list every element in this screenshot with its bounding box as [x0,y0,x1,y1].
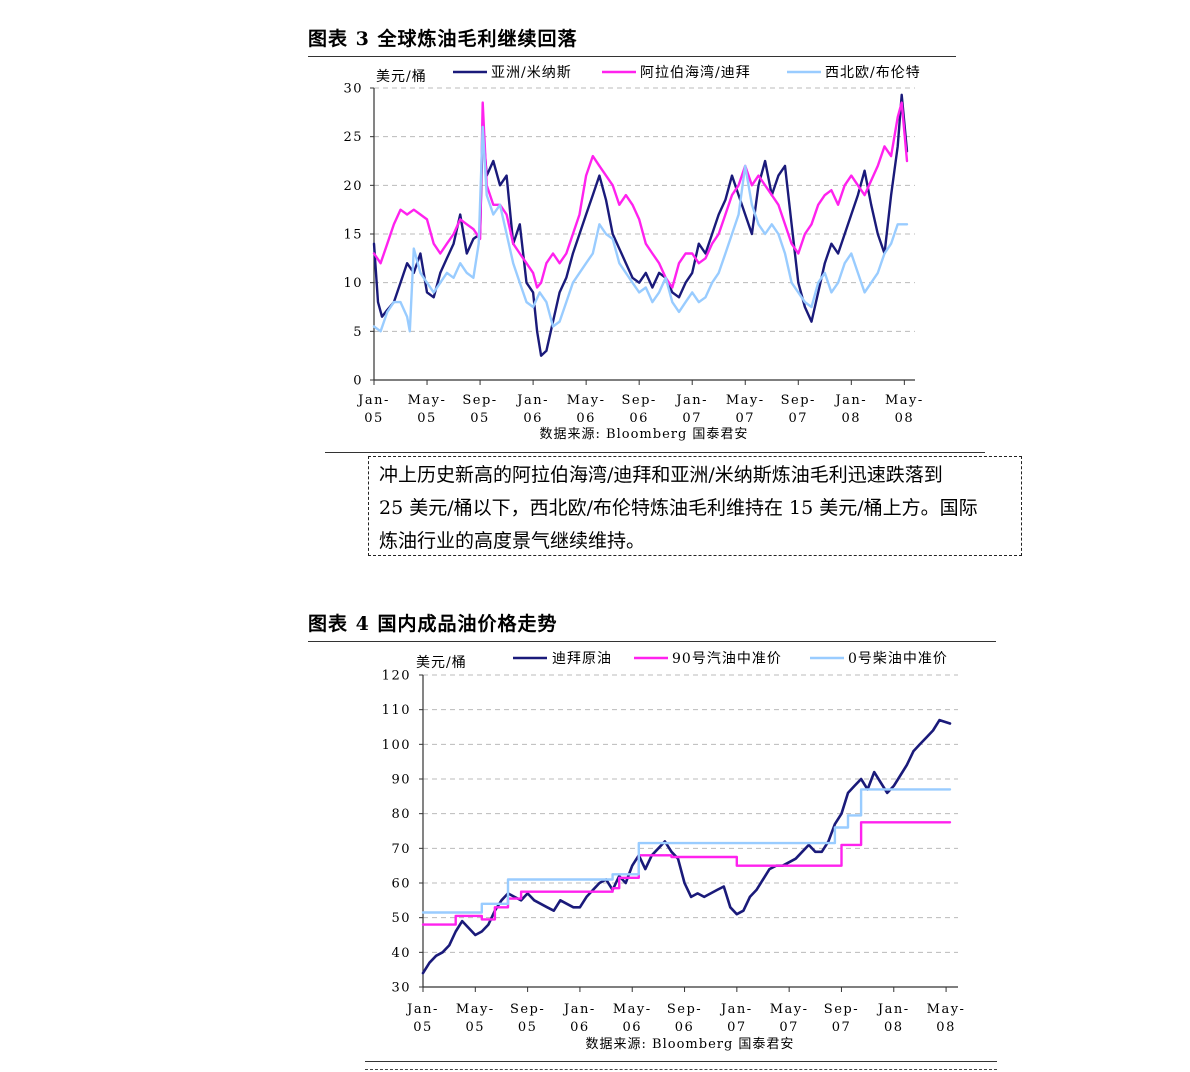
x-tick-label-year: 07 [682,411,702,426]
y-axis-unit-label: 美元/桶 [416,655,467,671]
commentary-line-3: 炼油行业的高度景气继续维持。 [379,530,646,552]
x-tick-label-year: 06 [675,1020,695,1035]
y-tick-label: 90 [391,773,411,788]
x-tick-label-year: 08 [842,411,862,426]
x-tick-label-year: 07 [789,411,809,426]
x-tick-label-month: Jan- [876,1002,910,1017]
x-tick-label-month: Sep- [622,393,657,408]
x-tick-label-year: 05 [413,1020,433,1035]
legend-label-1: 迪拜原油 [552,651,612,667]
x-tick-label-year: 06 [523,411,543,426]
x-tick-label-month: May- [726,393,765,408]
series-line-2 [372,101,909,289]
figure3-bottom-rule [325,452,985,453]
x-tick-label-year: 05 [466,1020,486,1035]
x-tick-label-month: Sep- [462,393,497,408]
x-tick-label-month: Jan- [356,393,390,408]
x-tick-label-year: 06 [622,1020,642,1035]
chart3: 051015202530Jan-05May-05Sep-05Jan-06May-… [343,64,924,442]
x-tick-label-year: 08 [936,1020,956,1035]
series-line-1 [372,93,909,357]
figure4-bottom-rule-dashed [365,1069,997,1070]
y-tick-label: 80 [391,807,411,822]
x-tick-label-month: May- [408,393,447,408]
x-tick-label-month: Jan- [515,393,549,408]
x-tick-label-year: 05 [364,411,384,426]
figure3-top-rule [308,56,956,57]
y-tick-label: 0 [353,374,363,389]
legend-label-3: 西北欧/布伦特 [825,65,921,81]
y-tick-label: 25 [343,130,363,145]
x-tick-label-year: 05 [470,411,490,426]
y-tick-label: 30 [391,981,411,996]
x-tick-label-month: May- [885,393,924,408]
commentary-box: 冲上历史新高的阿拉伯海湾/迪拜和亚洲/米纳斯炼油毛利迅速跌落到 25 美元/桶以… [368,456,1022,556]
x-tick-label-month: May- [567,393,606,408]
y-tick-label: 20 [343,179,363,194]
x-tick-label-month: May- [456,1002,495,1017]
series-line-2 [421,821,952,926]
legend-label-3: 0号柴油中准价 [848,651,948,667]
legend-label-2: 90号汽油中准价 [672,651,782,667]
y-tick-label: 120 [382,669,411,684]
commentary-line-1: 冲上历史新高的阿拉伯海湾/迪拜和亚洲/米纳斯炼油毛利迅速跌落到 [379,464,943,486]
x-tick-label-year: 06 [629,411,649,426]
source-note: 数据来源: Bloomberg 国泰君安 [540,427,749,442]
source-note: 数据来源: Bloomberg 国泰君安 [586,1037,795,1052]
x-tick-label-year: 07 [727,1020,747,1035]
x-tick-label-year: 06 [576,411,596,426]
series-line-3 [372,125,909,333]
x-tick-label-month: May- [770,1002,809,1017]
x-tick-label-month: Jan- [562,1002,596,1017]
y-tick-label: 50 [391,911,411,926]
x-tick-label-year: 07 [832,1020,852,1035]
y-tick-label: 15 [343,228,363,243]
x-tick-label-month: Jan- [833,393,867,408]
x-tick-label-month: Jan- [405,1002,439,1017]
x-tick-label-month: Sep- [510,1002,545,1017]
y-tick-label: 30 [343,82,363,97]
figure3-title: 图表 3 全球炼油毛利继续回落 [308,28,578,50]
x-tick-label-month: May- [927,1002,966,1017]
figure4-bottom-rule [365,1061,997,1062]
y-tick-label: 60 [391,877,411,892]
legend-label-2: 阿拉伯海湾/迪拜 [640,64,751,81]
x-tick-label-year: 07 [735,411,755,426]
x-tick-label-month: Jan- [674,393,708,408]
y-tick-label: 10 [343,276,363,291]
x-tick-label-month: Jan- [719,1002,753,1017]
commentary-line-2: 25 美元/桶以下，西北欧/布伦特炼油毛利维持在 15 美元/桶上方。国际 [379,497,978,519]
figure4-top-rule [308,641,996,642]
x-tick-label-year: 08 [895,411,915,426]
x-tick-label-year: 05 [518,1020,538,1035]
x-tick-label-month: Sep- [667,1002,702,1017]
y-tick-label: 70 [391,842,411,857]
x-tick-label-month: Sep- [824,1002,859,1017]
y-tick-label: 40 [391,946,411,961]
x-tick-label-year: 07 [779,1020,799,1035]
y-tick-label: 5 [353,325,363,340]
series-line-3 [421,788,952,914]
x-tick-label-month: Sep- [781,393,816,408]
legend-label-1: 亚洲/米纳斯 [491,65,572,81]
series-line-1 [421,718,952,975]
x-tick-label-year: 05 [417,411,437,426]
x-tick-label-year: 08 [884,1020,904,1035]
y-tick-label: 110 [382,703,411,718]
x-tick-label-year: 06 [570,1020,590,1035]
y-axis-unit-label: 美元/桶 [376,69,427,85]
x-tick-label-month: May- [613,1002,652,1017]
y-tick-label: 100 [382,738,411,753]
figure4-title: 图表 4 国内成品油价格走势 [308,613,558,635]
